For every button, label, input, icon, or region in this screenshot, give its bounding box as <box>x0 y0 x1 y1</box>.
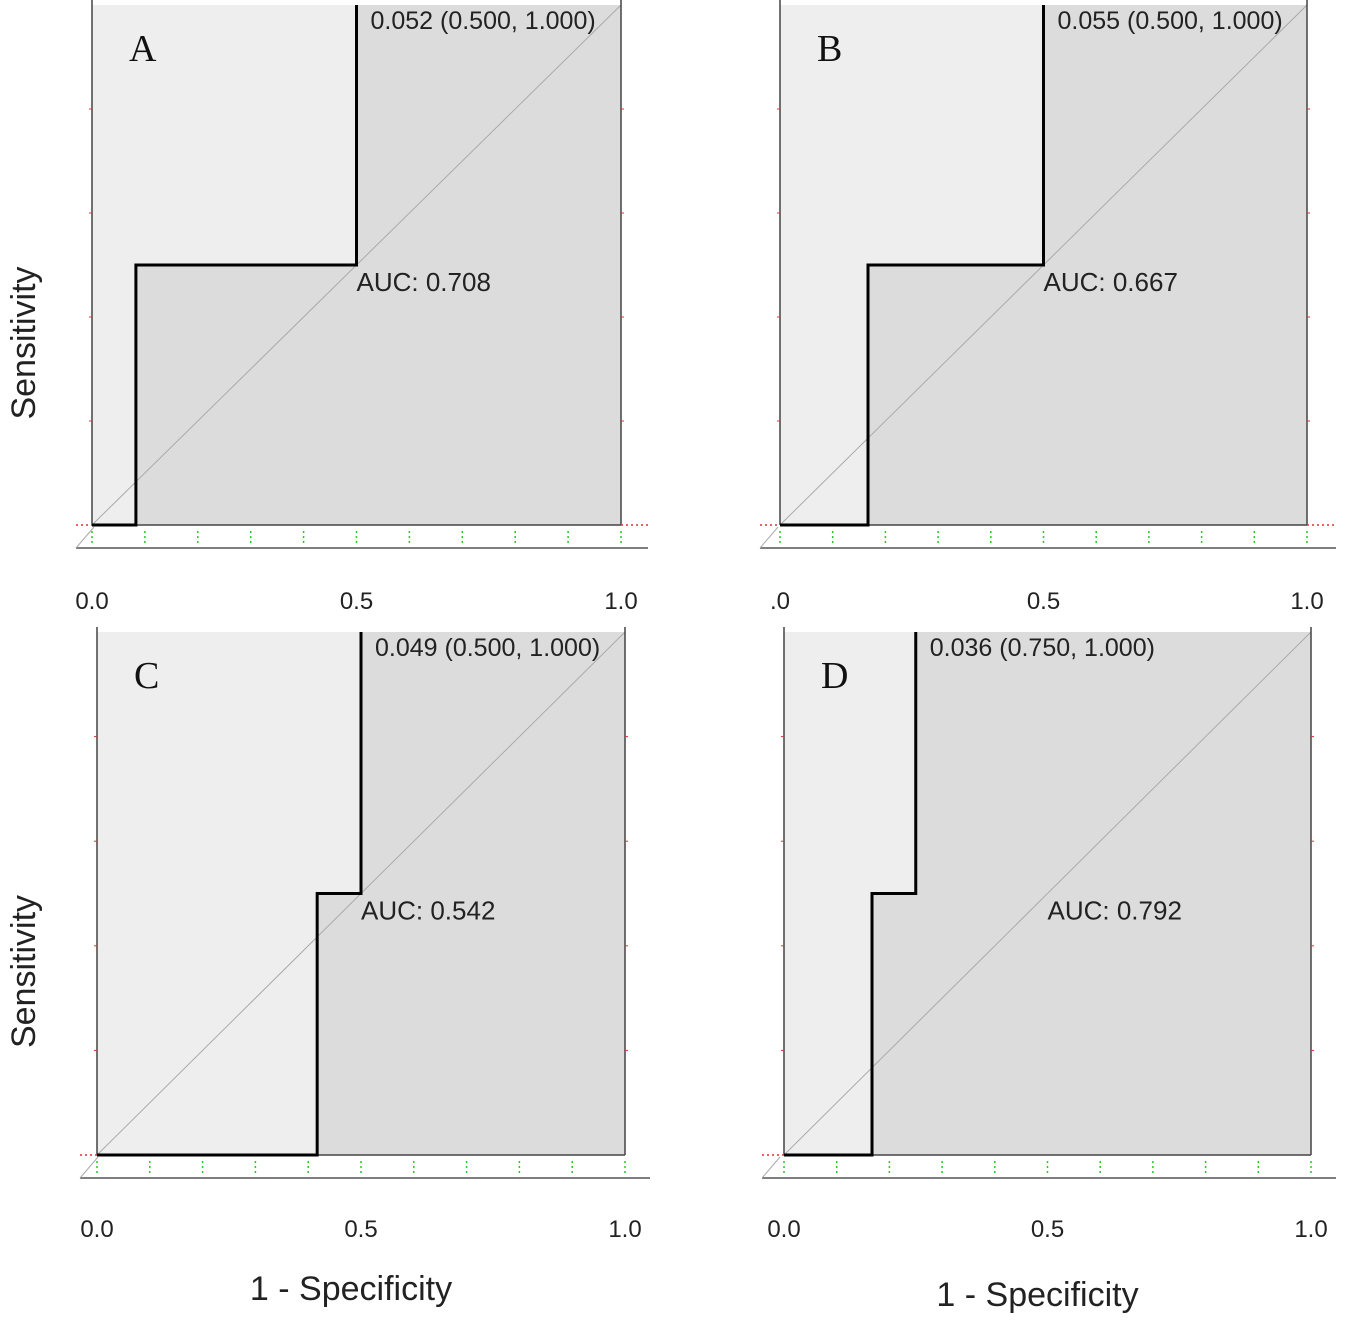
y-axis-label: Sensitivity <box>5 266 43 419</box>
threshold-label: 0.049 (0.500, 1.000) <box>375 634 600 662</box>
x-tick-label: 0.5 <box>1027 588 1060 615</box>
x-tick-label: 1.0 <box>604 588 637 615</box>
x-tick-label: 0.5 <box>340 588 373 615</box>
panel-label: C <box>134 655 159 697</box>
axis-stub <box>759 526 779 549</box>
y-axis-label: Sensitivity <box>5 895 43 1048</box>
x-tick-label: 0.0 <box>80 1216 113 1243</box>
threshold-label: 0.052 (0.500, 1.000) <box>371 7 596 35</box>
roc-curve <box>784 632 918 1157</box>
x-tick-label: 0.5 <box>344 1216 377 1243</box>
axis-stub <box>761 1156 781 1179</box>
auc-label: AUC: 0.792 <box>1048 896 1182 926</box>
x-tick-label: 1.0 <box>1294 1216 1327 1243</box>
x-tick-label: 0.0 <box>75 588 108 615</box>
x-tick-label: 0.0 <box>767 1216 800 1243</box>
panel-label: B <box>817 28 842 70</box>
x-tick-label: 0.5 <box>1031 1216 1064 1243</box>
roc-panel-b: .0 0.5 1.0 B 0.055 (0.500, 1.000) AUC: 0.667 <box>759 0 1336 615</box>
auc-label: AUC: 0.542 <box>361 896 495 926</box>
auc-label: AUC: 0.667 <box>1044 267 1178 297</box>
roc-curve <box>97 632 363 1157</box>
axis-stub <box>75 526 95 549</box>
threshold-label: 0.055 (0.500, 1.000) <box>1058 7 1283 35</box>
roc-panel-d: 0.0 0.5 1.0 D 0.036 (0.750, 1.000) AUC: 0.792… <box>761 627 1336 1314</box>
auc-label: AUC: 0.708 <box>357 267 491 297</box>
x-tick-label: .0 <box>770 588 790 615</box>
roc-panel-c: 0.0 0.5 1.0 C 0.049 (0.500, 1.000) AUC: 0.542… <box>5 627 650 1308</box>
x-axis-label: 1 - Specificity <box>250 1270 452 1308</box>
roc-curve <box>92 5 358 527</box>
roc-curve <box>780 5 1045 527</box>
x-tick-label: 1.0 <box>608 1216 641 1243</box>
panel-label: D <box>821 655 848 697</box>
panel-label: A <box>129 28 157 70</box>
axis-stub <box>79 1156 99 1179</box>
threshold-label: 0.036 (0.750, 1.000) <box>930 634 1155 662</box>
roc-panel-a: 0.0 0.5 1.0 A 0.052 (0.500, 1.000) AUC: 0.708… <box>5 0 649 615</box>
x-axis-label: 1 - Specificity <box>936 1276 1138 1314</box>
x-tick-label: 1.0 <box>1290 588 1323 615</box>
